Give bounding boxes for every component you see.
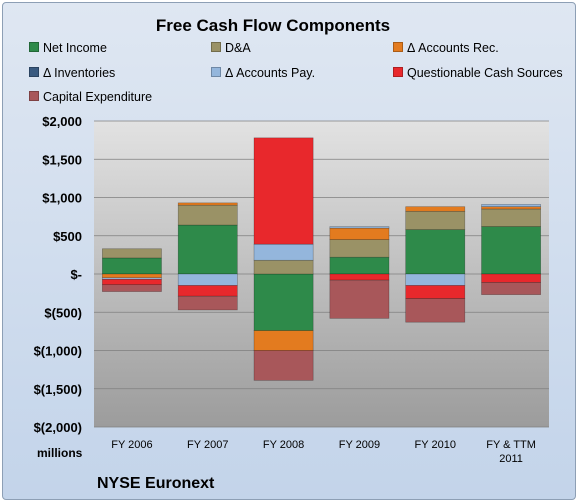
chart-plot: $2,000 $1,500 $1,000 $500 $- $(500) $(1,000) $(…: [34, 114, 549, 465]
bar-segment: [481, 208, 541, 227]
legend-item-da: D&A: [211, 41, 251, 55]
legend-label: Δ Accounts Pay.: [225, 66, 316, 80]
y-tick-label: $(2,000): [34, 420, 82, 435]
bar-segment: [481, 206, 541, 210]
bar-segment: [481, 204, 541, 207]
legend-item-accounts-rec: Δ Accounts Rec.: [393, 41, 499, 55]
legend-swatch: [29, 91, 39, 101]
bar-segment: [177, 285, 238, 297]
bar-segment: [253, 350, 314, 381]
y-tick-label: $500: [53, 229, 82, 244]
bar-segment: [102, 284, 162, 292]
bar-segment: [329, 239, 390, 258]
y-tick-label: $1,000: [42, 191, 82, 206]
bar-segment: [253, 273, 314, 331]
bar-segment: [329, 227, 390, 240]
bar-segment: [253, 137, 314, 245]
y-tick-label: $(1,000): [34, 344, 82, 359]
legend-swatch: [29, 67, 39, 77]
legend-item-accounts-pay: Δ Accounts Pay.: [211, 66, 315, 80]
legend-swatch: [29, 42, 39, 52]
legend-label: Questionable Cash Sources: [407, 66, 563, 80]
x-tick-label: FY & TTM: [486, 439, 536, 451]
x-tick-label: FY 2009: [339, 439, 380, 451]
bar-segment: [102, 257, 162, 275]
legend-label: Capital Expenditure: [43, 90, 153, 104]
bar-segment: [102, 248, 162, 259]
bar-segment: [329, 279, 390, 319]
bar-segment: [405, 206, 466, 212]
bar-segment: [253, 330, 314, 351]
bar-segment: [329, 273, 390, 281]
y-tick-label: $-: [70, 267, 82, 282]
chart-title: Free Cash Flow Components: [155, 16, 391, 35]
bar-segment: [102, 273, 162, 279]
bar-segment: [177, 204, 238, 226]
legend-item-inventories: Δ Inventories: [29, 66, 115, 80]
bar-segment: [405, 229, 466, 275]
legend-item-capex: Capital Expenditure: [29, 90, 152, 104]
bar-segment: [253, 243, 314, 261]
bar-segment: [329, 226, 390, 229]
x-tick-label: FY 2010: [415, 439, 456, 451]
legend-item-questionable-cash: Questionable Cash Sources: [393, 66, 563, 80]
bar-segment: [481, 273, 541, 283]
bar-segment: [405, 273, 466, 286]
bar-segment: [405, 298, 466, 323]
x-tick-label: FY 2007: [187, 439, 228, 451]
legend-swatch: [211, 67, 221, 77]
legend-label: Net Income: [43, 41, 107, 55]
legend-item-net-income: Net Income: [29, 41, 107, 55]
source-label: NYSE Euronext: [97, 475, 215, 492]
legend-swatch: [211, 42, 221, 52]
legend-swatch: [393, 42, 403, 52]
bar-segment: [405, 210, 466, 230]
y-tick-label: $2,000: [42, 114, 82, 129]
bar-segment: [102, 279, 162, 286]
x-tick-label: FY 2006: [111, 439, 152, 451]
bar-segment: [177, 273, 238, 286]
y-tick-label: $(1,500): [34, 382, 82, 397]
units-label: millions: [37, 446, 83, 460]
bar-segment: [329, 256, 390, 275]
legend-swatch: [393, 67, 403, 77]
bar-segment: [177, 224, 238, 275]
legend-label: Δ Inventories: [43, 66, 116, 80]
x-tick-label: FY 2008: [263, 439, 304, 451]
bar-segment: [177, 295, 238, 311]
bar-segment: [177, 202, 238, 206]
bar-segment: [481, 282, 541, 295]
bar-segment: [405, 285, 466, 299]
y-tick-label: $(500): [44, 305, 82, 320]
x-tick-label: 2011: [499, 453, 523, 465]
legend-label: Δ Accounts Rec.: [407, 41, 499, 55]
bar-segment: [253, 259, 314, 275]
y-tick-label: $1,500: [42, 152, 82, 167]
legend-label: D&A: [225, 41, 251, 55]
bar-segment: [481, 226, 541, 275]
